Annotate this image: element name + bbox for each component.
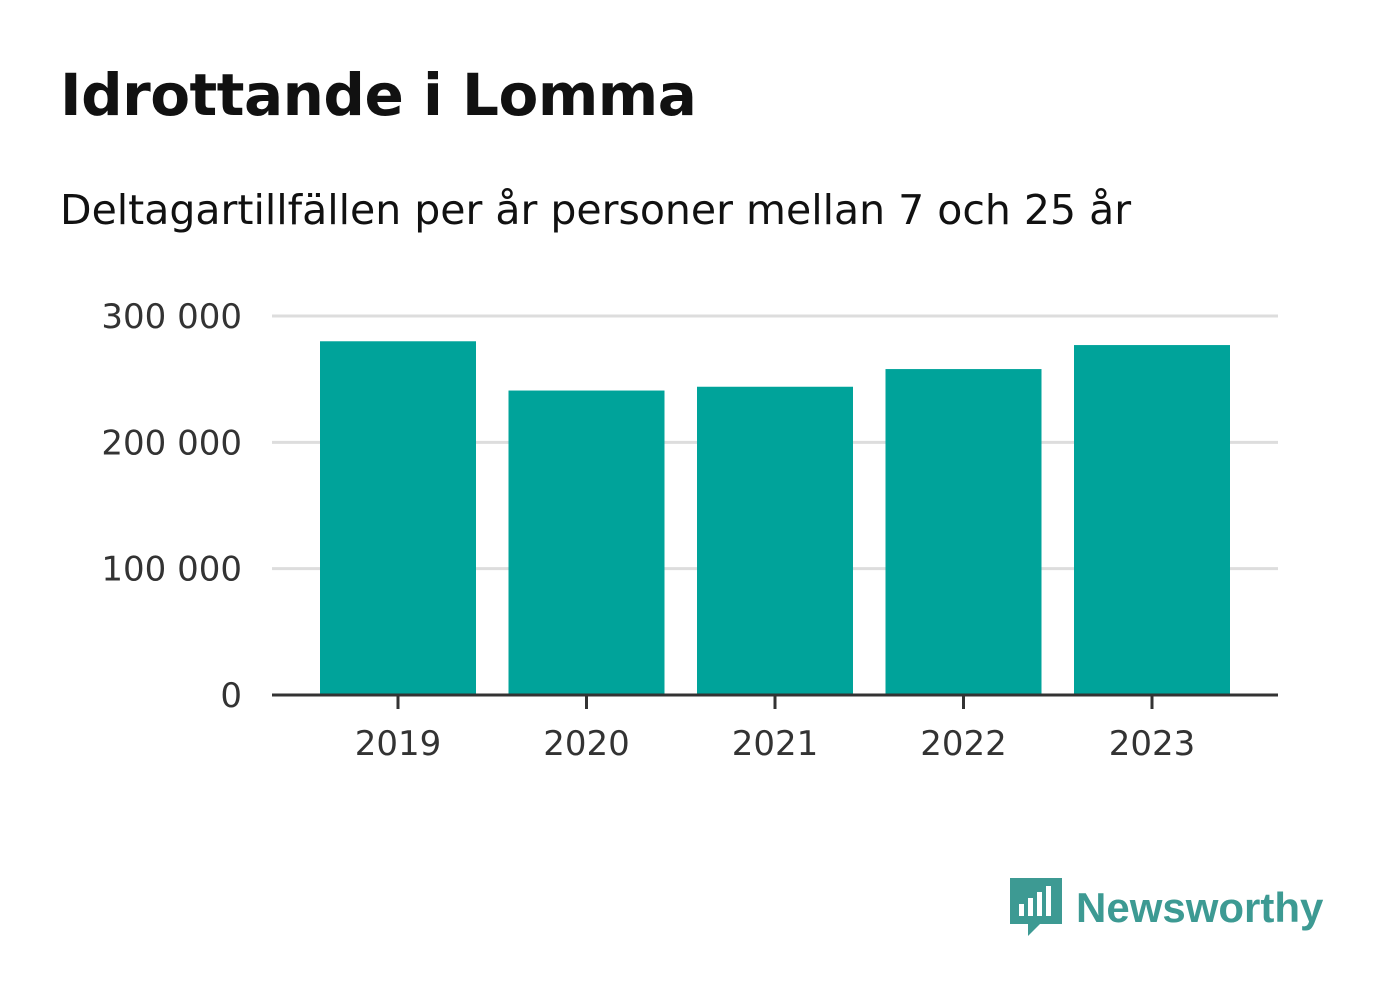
chart-title: Idrottande i Lomma [60,61,697,129]
x-tick-label: 2021 [732,724,819,764]
y-tick-label: 300 000 [101,297,242,337]
chart-subtitle: Deltagartillfällen per år personer mella… [60,186,1132,234]
newsworthy-chat-bars-icon [1010,878,1062,936]
bar-2023 [1074,345,1230,695]
x-axis [272,693,1278,709]
bar-2021 [697,386,853,695]
x-tick-labels: 2019 2020 2021 2022 2023 [355,724,1196,764]
x-tick-label: 2020 [543,724,630,764]
y-tick-label: 200 000 [101,423,242,463]
x-tick-label: 2022 [920,724,1007,764]
logo-text: Newsworthy [1076,884,1324,931]
newsworthy-logo: Newsworthy [1010,878,1323,938]
bars [320,341,1230,695]
y-tick-labels: 0 100 000 200 000 300 000 [101,297,242,716]
bar-2020 [508,390,665,695]
y-tick-label: 0 [220,676,242,716]
x-tick-label: 2023 [1109,724,1196,764]
bar-2019 [320,341,476,695]
y-tick-label: 100 000 [101,550,242,590]
x-tick-label: 2019 [355,724,442,764]
bar-2022 [885,369,1042,695]
